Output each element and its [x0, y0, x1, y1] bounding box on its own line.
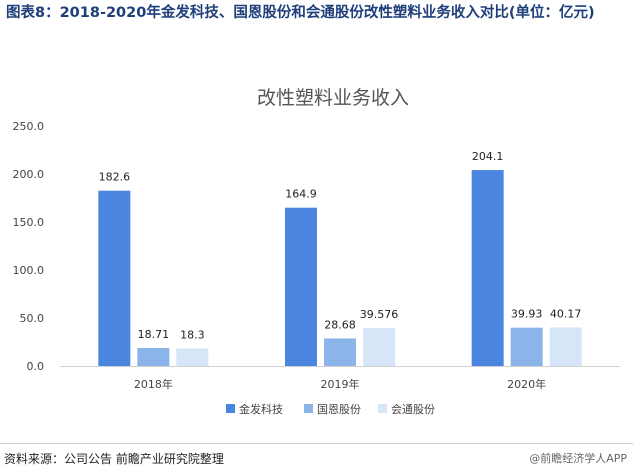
chart-title: 改性塑料业务收入: [257, 87, 409, 109]
x-tick-label: 2019年: [321, 377, 360, 391]
bar: [98, 190, 131, 366]
y-tick-label: 100.0: [13, 264, 45, 277]
y-tick-label: 150.0: [13, 216, 45, 229]
data-label: 164.9: [285, 188, 317, 201]
y-tick-label: 250.0: [13, 120, 45, 133]
data-label: 40.17: [550, 307, 582, 320]
bar: [549, 327, 582, 366]
bar: [471, 170, 504, 366]
data-label: 28.68: [324, 318, 356, 331]
plot-area: 0.0 50.0 100.0 150.0 200.0 250.0 182.6 18.71 18.…: [13, 120, 620, 391]
legend-swatch: [304, 404, 313, 413]
y-tick-label: 200.0: [13, 168, 45, 181]
source-note: 资料来源：公司公告 前瞻产业研究院整理: [4, 452, 224, 466]
watermark-label: @前瞻经济学人APP: [529, 452, 627, 465]
data-label: 182.6: [99, 171, 131, 184]
data-label: 18.3: [180, 328, 205, 341]
legend-swatch: [378, 404, 387, 413]
y-tick-label: 50.0: [20, 312, 45, 325]
legend-label: 金发科技: [239, 402, 283, 416]
bar: [363, 328, 395, 366]
bar: [176, 348, 209, 366]
figure-title: 图表8：2018-2020年金发科技、国恩股份和会通股份改性塑料业务收入对比(单…: [6, 5, 595, 21]
data-label: 39.93: [511, 308, 543, 321]
bar-chart: 改性塑料业务收入 0.0 50.0 100.0 150.0 200.0 250.0 182.…: [13, 87, 620, 416]
bar: [285, 207, 317, 366]
y-tick-label: 0.0: [27, 360, 45, 373]
bar: [510, 327, 543, 366]
x-tick-label: 2020年: [507, 377, 546, 391]
bar: [324, 338, 356, 366]
x-tick-label: 2018年: [134, 377, 173, 391]
data-label: 39.576: [360, 308, 399, 321]
data-label: 18.71: [138, 328, 170, 341]
legend-label: 国恩股份: [317, 403, 361, 416]
legend-swatch: [226, 404, 235, 413]
data-label: 204.1: [472, 150, 504, 163]
legend: 金发科技 国恩股份 会通股份: [226, 402, 435, 416]
bar: [137, 348, 170, 366]
footer-divider: [0, 443, 633, 444]
legend-label: 会通股份: [391, 403, 435, 416]
